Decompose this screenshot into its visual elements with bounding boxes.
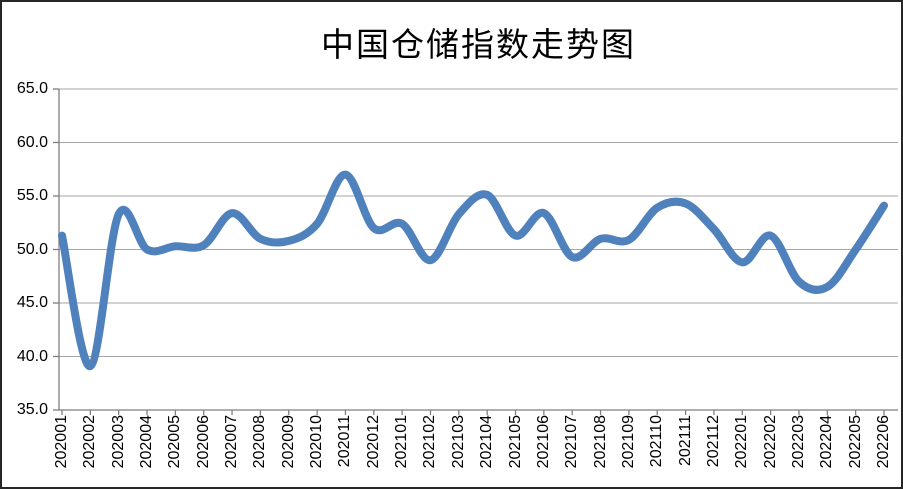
x-axis-tick-label: 202205 xyxy=(846,415,864,469)
x-axis-tick-label: 202004 xyxy=(138,415,156,469)
x-axis-tick-label: 202010 xyxy=(308,415,326,469)
x-axis-tick-label: 202012 xyxy=(364,415,382,469)
x-axis-tick-label: 202005 xyxy=(166,415,184,469)
x-axis-tick-label: 202107 xyxy=(563,415,581,469)
x-axis-tick-label: 202110 xyxy=(648,415,666,468)
y-axis-tick-label: 50.0 xyxy=(16,240,48,258)
x-axis-tick-label: 202109 xyxy=(619,415,637,469)
x-axis-tick-label: 202202 xyxy=(761,415,779,469)
x-axis-tick-label: 202112 xyxy=(704,415,722,468)
x-axis-tick-label: 202003 xyxy=(109,415,127,469)
x-axis-tick-label: 202011 xyxy=(336,415,354,468)
x-axis-tick-label: 202002 xyxy=(81,415,99,469)
x-axis-tick-label: 202106 xyxy=(534,415,552,469)
x-axis-tick-label: 202006 xyxy=(194,415,212,469)
x-axis-tick-label: 202101 xyxy=(393,415,411,469)
chart-title: 中国仓储指数走势图 xyxy=(321,25,636,64)
x-axis-tick-label: 202108 xyxy=(591,415,609,469)
x-axis-tick-label: 202009 xyxy=(279,415,297,469)
y-axis-tick-label: 65.0 xyxy=(16,80,48,97)
x-axis-tick-label: 202104 xyxy=(478,415,496,469)
y-axis-tick-label: 60.0 xyxy=(16,133,48,151)
y-axis-tick-label: 45.0 xyxy=(16,294,48,311)
x-axis-tick-label: 202102 xyxy=(421,415,439,469)
x-axis-tick-label: 202203 xyxy=(789,415,807,469)
x-axis-tick-label: 202111 xyxy=(676,415,694,467)
index-series-line xyxy=(58,170,888,371)
x-axis-tick-label: 202206 xyxy=(875,415,892,469)
x-axis-tick-label: 202201 xyxy=(733,415,751,469)
y-axis-tick-label: 40.0 xyxy=(16,347,48,365)
x-axis-tick-label: 202001 xyxy=(53,415,70,469)
x-axis-tick-label: 202103 xyxy=(449,415,467,469)
x-axis-tick-label: 202204 xyxy=(818,415,836,469)
y-axis-tick-label: 35.0 xyxy=(16,401,48,418)
x-axis-tick-label: 202105 xyxy=(506,415,524,469)
y-axis-tick-label: 55.0 xyxy=(16,187,48,204)
x-axis-tick-label: 202008 xyxy=(251,415,269,469)
x-axis-tick-label: 202007 xyxy=(223,415,241,469)
